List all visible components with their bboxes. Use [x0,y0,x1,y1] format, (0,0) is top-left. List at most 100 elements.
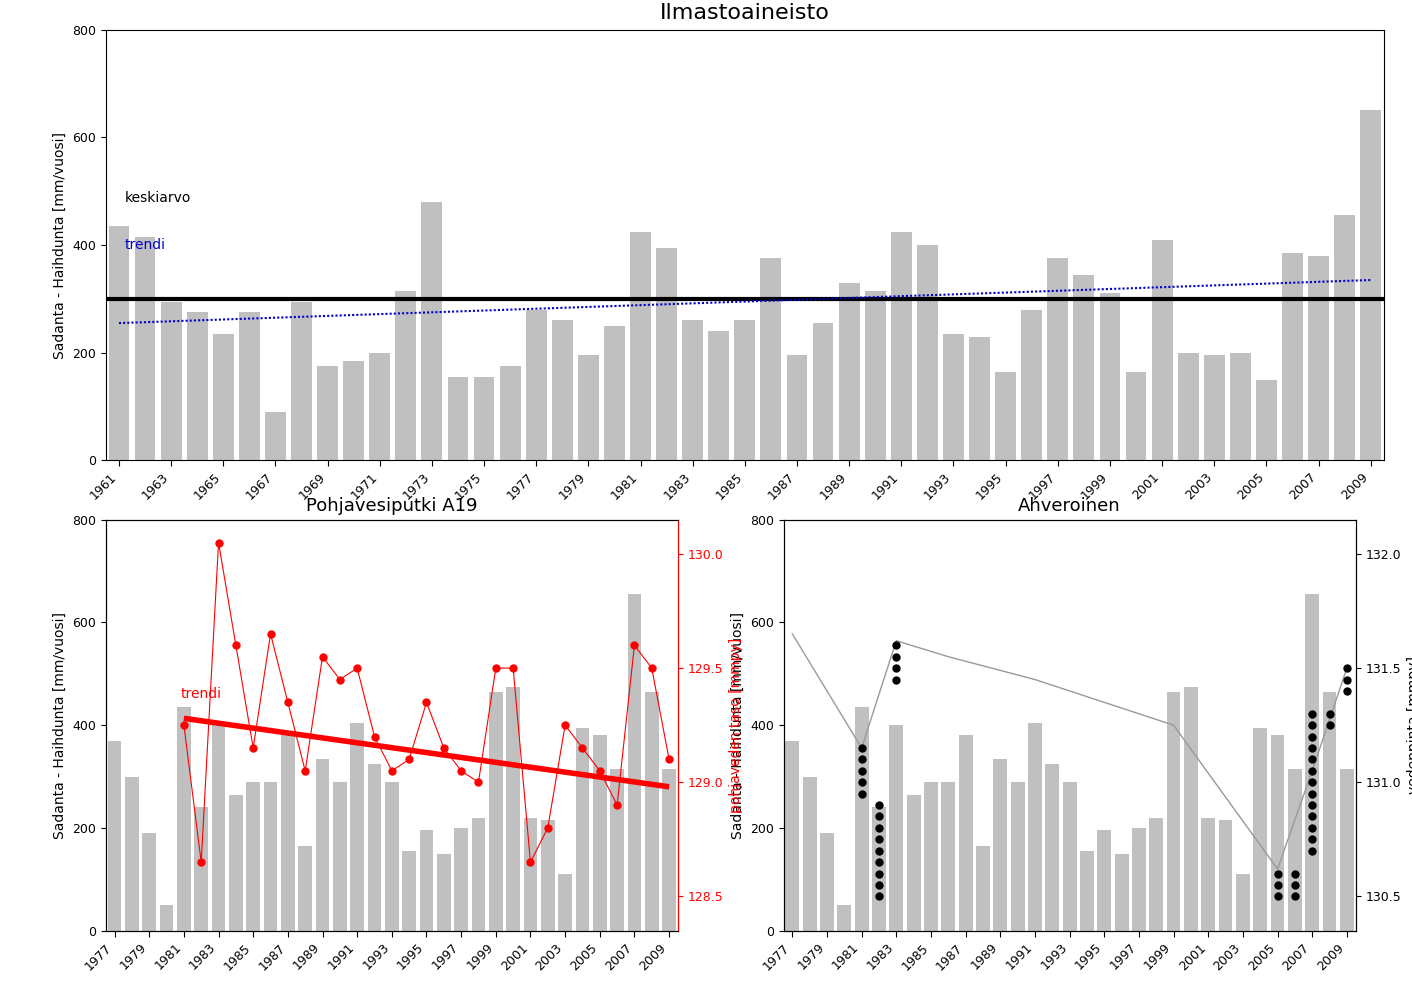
Point [1300,751,1323,767]
Point [868,854,891,870]
Bar [107,741,121,931]
Point [850,741,873,756]
Point [1300,820,1323,836]
Point [1336,671,1358,687]
Bar [421,202,442,460]
Text: trendi: trendi [126,239,167,252]
Bar [109,226,130,460]
Y-axis label: Sadanta - Haihdunta [mm/vuosi]: Sadanta - Haihdunta [mm/vuosi] [730,612,744,839]
Bar [837,905,851,931]
Point [1300,729,1323,744]
Y-axis label: vedenpinta [mmpy]: vedenpinta [mmpy] [1406,656,1412,794]
Bar [1114,853,1128,931]
Bar [785,741,799,931]
Bar [854,707,868,931]
Bar [839,283,860,460]
Bar [994,758,1007,931]
Bar [264,782,277,931]
Point [850,763,873,779]
Point [1300,797,1323,813]
Bar [385,782,398,931]
Point [885,660,908,676]
Point [1267,877,1289,893]
Bar [645,692,658,931]
Point [885,638,908,653]
Bar [489,692,503,931]
Point [868,888,891,904]
Point [1284,888,1306,904]
Point [1300,774,1323,790]
Point [868,832,891,847]
Bar [213,334,233,460]
Point [885,671,908,687]
Bar [1178,352,1199,460]
Point [1300,809,1323,825]
Bar [890,725,904,931]
Text: keskiarvo: keskiarvo [126,191,192,205]
Bar [995,371,1017,460]
Bar [610,769,624,931]
Bar [160,905,174,931]
Bar [1021,310,1042,460]
Bar [370,352,390,460]
Bar [803,776,816,931]
Bar [1125,371,1147,460]
Point [1336,683,1358,699]
Bar [436,853,450,931]
Bar [350,723,364,931]
Point [868,809,891,825]
Bar [1063,782,1076,931]
Bar [1011,782,1025,931]
Bar [525,310,546,460]
Bar [1152,240,1172,460]
Bar [1100,293,1120,460]
Bar [578,355,599,460]
Point [1300,763,1323,779]
Bar [786,355,808,460]
Bar [709,331,729,460]
Bar [891,232,912,460]
Bar [734,321,755,460]
Bar [524,818,538,931]
Bar [864,291,885,460]
Bar [1271,736,1285,931]
Bar [419,831,433,931]
Bar [239,312,260,460]
Bar [1230,352,1251,460]
Bar [176,707,191,931]
Bar [212,725,226,931]
Point [1300,786,1323,802]
Bar [1288,769,1302,931]
Point [1300,832,1323,847]
Title: Ilmastoaineisto: Ilmastoaineisto [659,3,830,23]
Bar [682,321,703,460]
Bar [969,337,990,460]
Bar [124,776,138,931]
Bar [1334,216,1356,460]
Bar [281,736,295,931]
Bar [1073,274,1094,460]
Bar [343,360,364,460]
Bar [1219,820,1233,931]
Bar [134,237,155,460]
Bar [1080,851,1094,931]
Bar [1236,874,1250,931]
Bar [1255,379,1276,460]
Bar [1183,687,1197,931]
Point [1319,706,1341,722]
Y-axis label: pohjaveden taso [mmpy]: pohjaveden taso [mmpy] [729,638,743,813]
Point [1319,717,1341,733]
Y-axis label: Sadanta - Haihdunta [mm/vuosi]: Sadanta - Haihdunta [mm/vuosi] [52,132,66,358]
Point [885,648,908,664]
Bar [143,833,157,931]
Bar [291,302,312,460]
Bar [907,795,921,931]
Bar [265,412,285,460]
Bar [541,820,555,931]
Bar [367,763,381,931]
Bar [558,874,572,931]
Bar [604,326,626,460]
Bar [1166,692,1180,931]
Bar [1305,594,1319,931]
Bar [976,845,990,931]
